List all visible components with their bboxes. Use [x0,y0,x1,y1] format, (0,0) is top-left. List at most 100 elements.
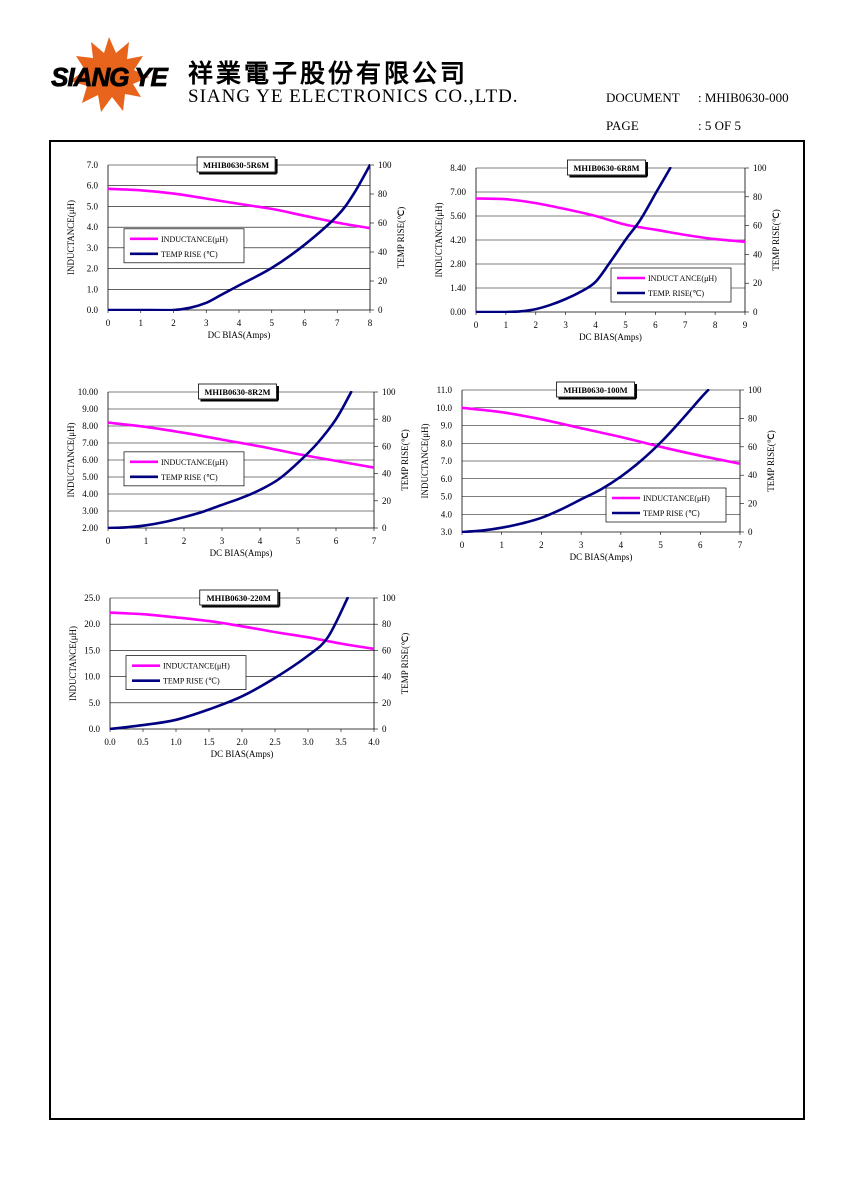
legend-box [610,267,732,303]
y-tick-label: 10.0 [436,403,452,413]
x-tick-label: 0.5 [137,737,149,747]
y2-tick-label: 80 [382,414,392,424]
y-tick-label: 4.00 [82,489,98,499]
logo-graphic: SIANG YE [51,37,170,112]
y2-tick-label: 60 [382,441,392,451]
y-tick-label: 7.00 [450,187,466,197]
x-tick-label: 6 [302,318,307,328]
legend-label: TEMP RISE (℃) [643,509,700,518]
legend-label: INDUCT ANCE(μH) [648,274,717,283]
y2-tick-label: 100 [382,387,396,397]
y2-tick-label: 40 [748,470,758,480]
x-tick-label: 3 [563,320,568,330]
y-tick-label: 0.00 [450,307,466,317]
y-tick-label: 7.0 [441,456,453,466]
company-name-english: SIANG YE ELECTRONICS CO.,LTD. [188,86,519,107]
y-axis-label: INDUCTANCE(μH) [68,626,78,701]
legend-box [605,487,727,523]
y-axis-label: INDUCTANCE(μH) [66,200,76,275]
y-axis-label: INDUCTANCE(μH) [420,423,430,498]
x-tick-label: 3 [220,536,225,546]
x-tick-label: 3.0 [302,737,314,747]
chart-title-box [199,589,279,606]
chart-title-box [196,156,276,173]
legend-label: TEMP RISE (℃) [163,677,220,686]
x-tick-label: 4 [619,540,624,550]
x-tick-label: 1 [139,318,144,328]
x-tick-label: 0 [474,320,479,330]
x-tick-label: 7 [683,320,688,330]
y2-tick-label: 60 [753,221,763,231]
y2-tick-label: 0 [753,307,758,317]
x-axis-label: DC BIAS(Amps) [211,749,274,759]
x-tick-label: 2.5 [269,737,281,747]
x-tick-label: 6 [653,320,658,330]
y-tick-label: 4.0 [87,222,99,232]
y-tick-label: 2.00 [82,523,98,533]
x-tick-label: 0 [460,540,465,550]
y-tick-label: 8.40 [450,163,466,173]
y2-tick-label: 20 [753,278,763,288]
y-tick-label: 3.00 [82,506,98,516]
legend-label: TEMP. RISE(℃) [648,289,704,298]
chart-title: MHIB0630-6R8M [573,163,639,173]
x-tick-label: 3 [204,318,209,328]
chart-title: MHIB0630-5R6M [203,160,269,170]
x-tick-label: 8 [713,320,718,330]
y-tick-label: 6.0 [87,181,99,191]
y2-tick-label: 100 [382,593,396,603]
page-label: PAGE [606,118,639,133]
y-tick-label: 4.20 [450,235,466,245]
x-tick-label: 7 [372,536,377,546]
y2-tick-label: 60 [378,218,388,228]
chart-title-box [556,381,635,398]
page-value: : 5 OF 5 [698,118,741,133]
y-tick-label: 15.0 [84,645,100,655]
temp-rise-series-line [476,167,672,313]
y-tick-label: 1.40 [450,283,466,293]
chart-title: MHIB0630-220M [207,593,271,603]
y-tick-label: 11.0 [437,385,453,395]
temp-rise-series-line [108,164,370,311]
inductance-series-line [462,406,740,465]
x-tick-label: 4 [237,318,242,328]
legend-label: INDUCTANCE(μH) [161,458,228,467]
chart-title: MHIB0630-8R2M [204,387,270,397]
temp-rise-series-line [108,391,353,529]
y-axis-label: INDUCTANCE(μH) [434,202,444,277]
legend-box [123,228,245,264]
x-tick-label: 4 [593,320,598,330]
x-tick-label: 9 [743,320,748,330]
y2-tick-label: 80 [748,413,758,423]
company-name-chinese: 祥業電子股份有限公司 [188,59,469,88]
y2-tick-label: 20 [382,698,392,708]
chart-title: MHIB0630-100M [563,385,627,395]
y-tick-label: 8.0 [441,438,453,448]
x-tick-label: 0 [106,536,111,546]
y2-axis-label: TEMP RISE(℃) [400,429,410,491]
legend-label: TEMP RISE (℃) [161,250,218,259]
legend-label: TEMP RISE (℃) [161,473,218,482]
chart-title-box [198,383,277,400]
x-tick-label: 2.0 [236,737,248,747]
x-tick-label: 1.0 [170,737,182,747]
x-tick-label: 4.0 [368,737,380,747]
legend-label: INDUCTANCE(μH) [643,494,710,503]
inductance-series-line [108,187,370,230]
x-tick-label: 5 [270,318,275,328]
y-tick-label: 0.0 [87,305,99,315]
y-tick-label: 4.0 [441,509,453,519]
y-tick-label: 3.0 [441,527,453,537]
x-axis-label: DC BIAS(Amps) [579,332,642,342]
y2-tick-label: 100 [378,160,392,170]
y2-tick-label: 40 [753,249,763,259]
y2-tick-label: 80 [382,619,392,629]
x-tick-label: 2 [539,540,544,550]
x-axis-label: DC BIAS(Amps) [208,330,271,340]
x-tick-label: 1 [499,540,504,550]
legend-label: INDUCTANCE(μH) [163,662,230,671]
y2-tick-label: 0 [378,305,383,315]
